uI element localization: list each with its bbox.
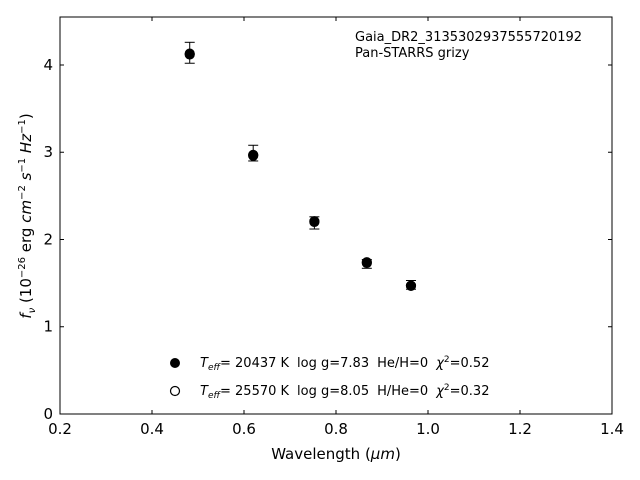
x-tick-label: 1.2 <box>508 420 532 438</box>
legend-marker-filled <box>170 358 180 368</box>
x-tick-label: 0.4 <box>140 420 164 438</box>
point-open <box>309 216 320 228</box>
x-tick-label: 0.6 <box>232 420 256 438</box>
x-tick-label: 1.4 <box>600 420 624 438</box>
annotation-star-id: Gaia_DR2_3135302937555720192 <box>355 30 582 45</box>
annotation-survey: Pan-STARRS grizy <box>355 46 470 61</box>
x-tick-label: 0.8 <box>324 420 348 438</box>
x-tick-label: 0.2 <box>48 420 72 438</box>
point-open <box>405 280 417 291</box>
y-axis-label: fν (10−26 erg cm−2 s−1 Hz−1) <box>17 113 38 318</box>
axis-ticks: 0.2 0.4 0.6 0.8 1.0 1.2 1.4 0 1 2 3 4 <box>43 17 624 438</box>
y-tick-label: 0 <box>43 405 53 423</box>
data-points <box>184 48 417 291</box>
y-tick-label: 4 <box>43 56 53 74</box>
x-axis-label: Wavelength (μm) <box>271 445 401 463</box>
y-tick-label: 1 <box>43 318 53 336</box>
error-bars <box>184 41 416 290</box>
plot-frame <box>59 16 613 415</box>
x-tick-label: 1.0 <box>416 420 440 438</box>
legend-marker-open <box>169 385 181 397</box>
point-open <box>361 257 372 269</box>
y-tick-label: 3 <box>43 143 53 161</box>
point-open <box>248 149 259 160</box>
y-tick-label: 2 <box>43 230 53 248</box>
point-open <box>184 48 195 59</box>
